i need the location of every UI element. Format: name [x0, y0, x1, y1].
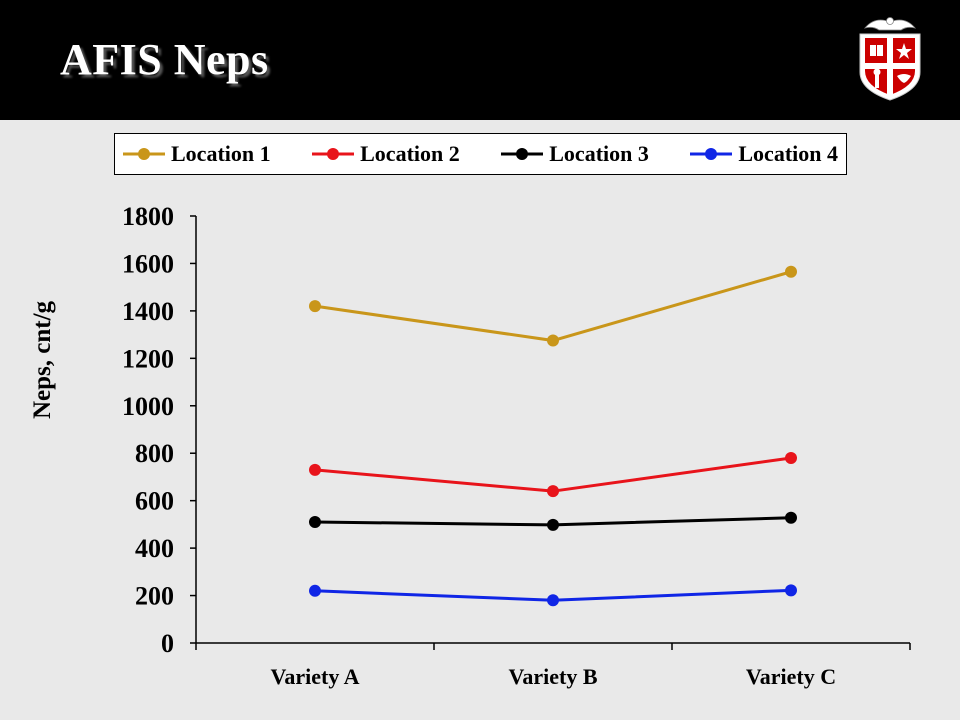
legend-swatch [312, 148, 355, 160]
y-tick-label: 1000 [122, 392, 174, 421]
legend-item: Location 4 [688, 141, 838, 167]
data-point [547, 334, 559, 347]
legend-label: Location 2 [360, 141, 460, 166]
data-point [785, 511, 797, 524]
slide-title: AFIS Neps [60, 35, 269, 84]
data-point [547, 594, 559, 607]
data-point [309, 300, 321, 313]
y-tick-label: 1600 [122, 249, 174, 278]
y-tick-label: 800 [135, 439, 174, 468]
chart-legend: Location 1 Location 2 Location 3 Location 4 [114, 133, 847, 175]
title-bar: AFIS Neps [0, 0, 960, 120]
data-point [309, 516, 321, 529]
legend-swatch-marker [705, 148, 718, 160]
y-tick-label: 0 [161, 629, 174, 658]
legend-item: Location 2 [310, 141, 460, 167]
y-tick-label: 400 [135, 534, 174, 563]
legend-swatch-marker [327, 148, 340, 160]
y-tick-label: 1800 [122, 202, 174, 231]
legend-swatch [690, 148, 733, 160]
data-point [547, 518, 559, 531]
legend-label: Location 1 [171, 141, 271, 166]
data-point [547, 485, 559, 498]
x-tick-label: Variety C [746, 664, 836, 689]
y-tick-label: 200 [135, 582, 174, 611]
y-tick-label: 1400 [122, 297, 174, 326]
y-tick-label: 1200 [122, 344, 174, 373]
legend-swatch [501, 148, 544, 160]
x-tick-label: Variety A [270, 664, 359, 689]
legend-swatch-marker [516, 148, 529, 160]
legend-label: Location 4 [738, 141, 838, 166]
data-point [785, 451, 797, 464]
data-point [309, 584, 321, 597]
legend-swatch [123, 148, 165, 160]
data-point [309, 463, 321, 476]
y-tick-label: 600 [135, 487, 174, 516]
university-shield-seal-icon [859, 17, 921, 101]
legend-item: Location 1 [121, 141, 271, 167]
series-line [314, 270, 792, 343]
data-point [785, 265, 797, 278]
legend-item: Location 3 [499, 141, 649, 167]
legend-label: Location 3 [549, 141, 649, 166]
x-tick-label: Variety B [508, 664, 597, 689]
data-point [785, 584, 797, 597]
legend-swatch-marker [138, 148, 150, 160]
